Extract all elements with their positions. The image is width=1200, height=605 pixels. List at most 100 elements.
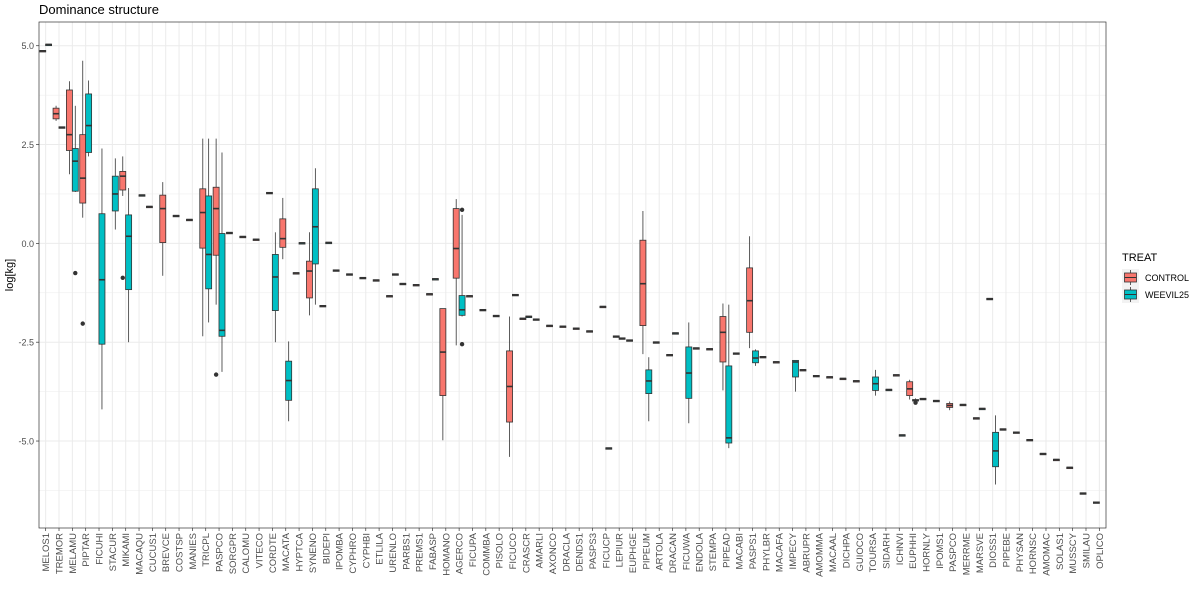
x-tick-label: MIKAMI <box>121 533 132 567</box>
x-tick-label: PHYLBR <box>761 533 772 571</box>
box-control <box>306 232 313 316</box>
box-control <box>186 218 193 222</box>
x-tick-label: MUSSCY <box>1068 532 1079 573</box>
box-body <box>212 186 220 256</box>
box-control <box>332 269 340 272</box>
box-control <box>1026 439 1034 442</box>
x-tick-label: PIPEAD <box>721 533 732 568</box>
x-tick-label: MACAFA <box>775 532 786 572</box>
y-tick-label: 5.0 <box>21 41 34 51</box>
box-control <box>759 356 767 359</box>
box-body <box>119 171 127 191</box>
box-weevil25 <box>111 158 119 230</box>
box-control <box>412 284 420 287</box>
box-control <box>892 374 900 377</box>
box-weevil25 <box>512 293 519 297</box>
x-tick-label: MANIES <box>188 533 199 569</box>
x-tick-label: PASPS3 <box>588 533 599 569</box>
box-control <box>372 279 380 282</box>
x-tick-label: SOLAS1 <box>1055 533 1066 570</box>
box-weevil25 <box>672 332 679 335</box>
x-tick-label: FICUHI <box>95 533 106 565</box>
box-body <box>159 194 167 243</box>
box-control <box>826 376 834 379</box>
x-tick-label: PASPS1 <box>748 533 759 569</box>
x-tick-label: PISOLO <box>495 533 506 568</box>
x-tick-label: GUIOCO <box>855 533 866 572</box>
box-body <box>719 316 727 363</box>
x-tick-label: TOURSA <box>868 532 879 572</box>
outlier-point <box>73 270 78 276</box>
box-weevil25 <box>725 304 733 449</box>
box-body <box>218 233 226 337</box>
x-tick-label: FICUCO <box>508 533 519 569</box>
box-control <box>666 354 673 357</box>
box-control <box>746 236 754 349</box>
box-control <box>146 205 153 209</box>
x-tick-label: DENDS1 <box>575 533 586 572</box>
box-body <box>306 260 313 299</box>
box-control <box>812 375 820 378</box>
box-control <box>452 199 460 346</box>
grid <box>39 22 1106 528</box>
outlier-point <box>913 400 918 405</box>
box-weevil25 <box>138 194 146 197</box>
x-tick-label: OPLICO <box>1095 533 1106 569</box>
box-control <box>839 377 847 381</box>
legend-item-control: CONTROL <box>1122 269 1189 286</box>
box-weevil25 <box>792 359 799 392</box>
x-tick-label: AXONCO <box>548 533 559 574</box>
box-body <box>271 254 279 311</box>
x-tick-label: SYNENO <box>308 533 319 573</box>
x-tick-label: FICUCP <box>601 533 612 568</box>
box-weevil25 <box>391 273 399 276</box>
box-control <box>799 369 807 372</box>
legend-title: TREAT <box>1122 252 1158 264</box>
outlier-point <box>459 207 465 212</box>
x-tick-label: SORGPR <box>228 533 239 574</box>
x-tick-label: AMARLI <box>535 533 546 568</box>
x-tick-label: MACATA <box>281 532 292 571</box>
legend-label: WEEVIL25 <box>1145 290 1189 300</box>
x-tick-label: MERRME <box>961 533 972 575</box>
panel-border <box>38 21 1107 529</box>
x-tick-label: PASPCO <box>948 533 959 572</box>
x-tick-label: HYPTCA <box>295 532 306 571</box>
box-weevil25 <box>98 148 106 410</box>
x-tick-label: URENLO <box>388 533 399 573</box>
box-weevil25 <box>872 369 879 396</box>
box-control <box>572 327 580 330</box>
box-control <box>292 272 300 275</box>
box-control <box>79 60 87 326</box>
box-control <box>252 238 260 241</box>
x-tick-label: FICUWA <box>681 532 692 570</box>
box-control <box>399 282 407 286</box>
x-tick-label: FICUPA <box>468 532 479 567</box>
box-control <box>999 428 1007 431</box>
x-tick-label: LEPIUR <box>615 533 626 567</box>
box-weevil25 <box>618 337 626 340</box>
x-tick-label: PHYSAN <box>1015 533 1026 572</box>
legend-item-weevil25: WEEVIL25 <box>1122 286 1189 303</box>
outlier-point <box>213 372 219 377</box>
box-control <box>906 379 914 400</box>
box-control <box>732 352 740 355</box>
box-weevil25 <box>645 357 653 422</box>
box-control <box>532 318 540 321</box>
box-weevil25 <box>285 341 293 422</box>
box-control <box>652 341 660 344</box>
x-tick-label: EUPHHI <box>908 533 919 569</box>
x-tick-label: TREMOR <box>55 533 66 574</box>
box-control <box>466 295 473 298</box>
box-body <box>66 89 73 151</box>
box-control <box>52 105 60 121</box>
box-control <box>1079 492 1087 495</box>
x-tick-label: FABASP <box>428 533 439 570</box>
x-tick-label: PIPTAR <box>81 533 92 567</box>
box-weevil25 <box>898 434 906 437</box>
box-control <box>626 339 633 342</box>
x-tick-label: STEMPA <box>708 532 719 571</box>
box-control <box>932 399 940 403</box>
x-tick-label: DIOSS1 <box>988 533 999 568</box>
